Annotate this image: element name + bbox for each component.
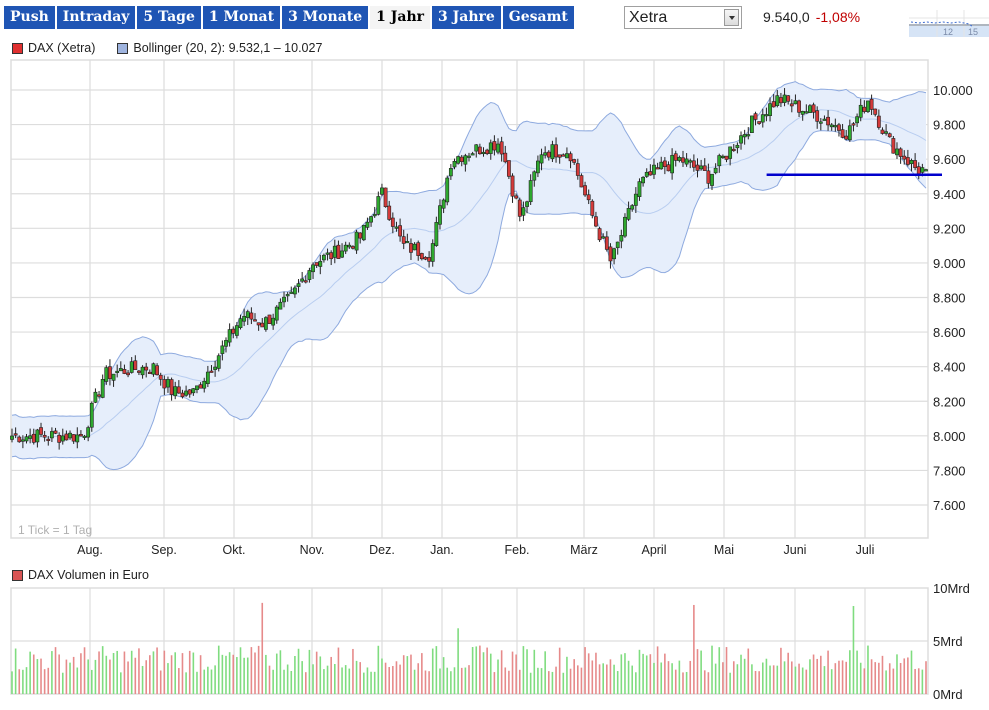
svg-text:Mai: Mai xyxy=(714,543,734,557)
last-price: 9.540,0 xyxy=(763,9,810,25)
svg-text:Juni: Juni xyxy=(784,543,807,557)
dax-swatch-icon xyxy=(12,42,23,54)
svg-text:10.000: 10.000 xyxy=(933,83,973,98)
tab-5-tage[interactable]: 5 Tage xyxy=(137,6,201,29)
svg-text:9.800: 9.800 xyxy=(933,118,966,133)
svg-text:9.600: 9.600 xyxy=(933,152,966,167)
tab-1-monat[interactable]: 1 Monat xyxy=(202,6,281,29)
svg-text:März: März xyxy=(570,543,598,557)
svg-text:April: April xyxy=(641,543,666,557)
svg-text:8.000: 8.000 xyxy=(933,429,966,444)
tab-push[interactable]: Push xyxy=(4,6,55,29)
svg-text:5Mrd: 5Mrd xyxy=(933,634,963,649)
exchange-select[interactable]: Xetra xyxy=(624,6,742,29)
legend-volume: DAX Volumen in Euro xyxy=(28,568,149,582)
svg-text:9.200: 9.200 xyxy=(933,221,966,236)
tab-intraday[interactable]: Intraday xyxy=(56,6,136,29)
tab-3-monate[interactable]: 3 Monate xyxy=(282,6,369,29)
tab-1-jahr[interactable]: 1 Jahr xyxy=(370,6,431,29)
svg-text:8.600: 8.600 xyxy=(933,325,966,340)
volume-legend: DAX Volumen in Euro xyxy=(12,568,149,582)
svg-text:9.400: 9.400 xyxy=(933,187,966,202)
svg-text:Jan.: Jan. xyxy=(430,543,454,557)
candlesticks xyxy=(10,88,928,450)
sparkline-label-2: 15 xyxy=(968,27,978,37)
tick-note: 1 Tick = 1 Tag xyxy=(18,523,92,537)
svg-text:8.200: 8.200 xyxy=(933,394,966,409)
exchange-select-value: Xetra xyxy=(629,9,668,26)
svg-text:Sep.: Sep. xyxy=(151,543,177,557)
svg-text:8.800: 8.800 xyxy=(933,291,966,306)
timeframe-tabs: Push Intraday 5 Tage 1 Monat 3 Monate 1 … xyxy=(4,6,574,29)
bollinger-band xyxy=(11,81,927,471)
tab-gesamt[interactable]: Gesamt xyxy=(502,6,574,29)
month-x-axis: Aug. Sep. Okt. Nov. Dez. Jan. Feb. März April Mai… xyxy=(77,543,874,557)
svg-text:7.800: 7.800 xyxy=(933,463,966,478)
legend-bollinger: Bollinger (20, 2): 9.532,1 – 10.027 xyxy=(133,41,323,55)
volume-y-axis: 10Mrd 5Mrd 0Mrd xyxy=(933,581,970,702)
price-change: -1,08% xyxy=(815,9,861,25)
dropdown-arrow-icon[interactable] xyxy=(724,9,739,26)
svg-text:7.600: 7.600 xyxy=(933,498,966,513)
svg-text:Nov.: Nov. xyxy=(300,543,325,557)
svg-text:Dez.: Dez. xyxy=(369,543,395,557)
svg-text:10Mrd: 10Mrd xyxy=(933,581,970,596)
price-y-axis: 10.000 9.800 9.600 9.400 9.200 9.000 8.800 8.60… xyxy=(933,83,973,513)
quote: 9.540,0 -1,08% xyxy=(763,9,860,25)
tab-3-jahre[interactable]: 3 Jahre xyxy=(432,6,501,29)
svg-text:Feb.: Feb. xyxy=(504,543,529,557)
price-legend: DAX (Xetra) Bollinger (20, 2): 9.532,1 –… xyxy=(12,41,322,55)
svg-text:0Mrd: 0Mrd xyxy=(933,687,963,702)
bollinger-swatch-icon xyxy=(117,42,129,54)
svg-text:8.400: 8.400 xyxy=(933,360,966,375)
svg-text:Juli: Juli xyxy=(856,543,875,557)
volume-bars xyxy=(11,602,927,694)
volume-swatch-icon xyxy=(12,569,23,581)
legend-dax: DAX (Xetra) xyxy=(28,41,96,55)
svg-text:9.000: 9.000 xyxy=(933,256,966,271)
svg-text:Aug.: Aug. xyxy=(77,543,103,557)
svg-text:Okt.: Okt. xyxy=(223,543,246,557)
sparkline-label-1: 12 xyxy=(943,27,953,37)
sparkline-thumbnail[interactable]: 12 15 xyxy=(909,10,989,37)
